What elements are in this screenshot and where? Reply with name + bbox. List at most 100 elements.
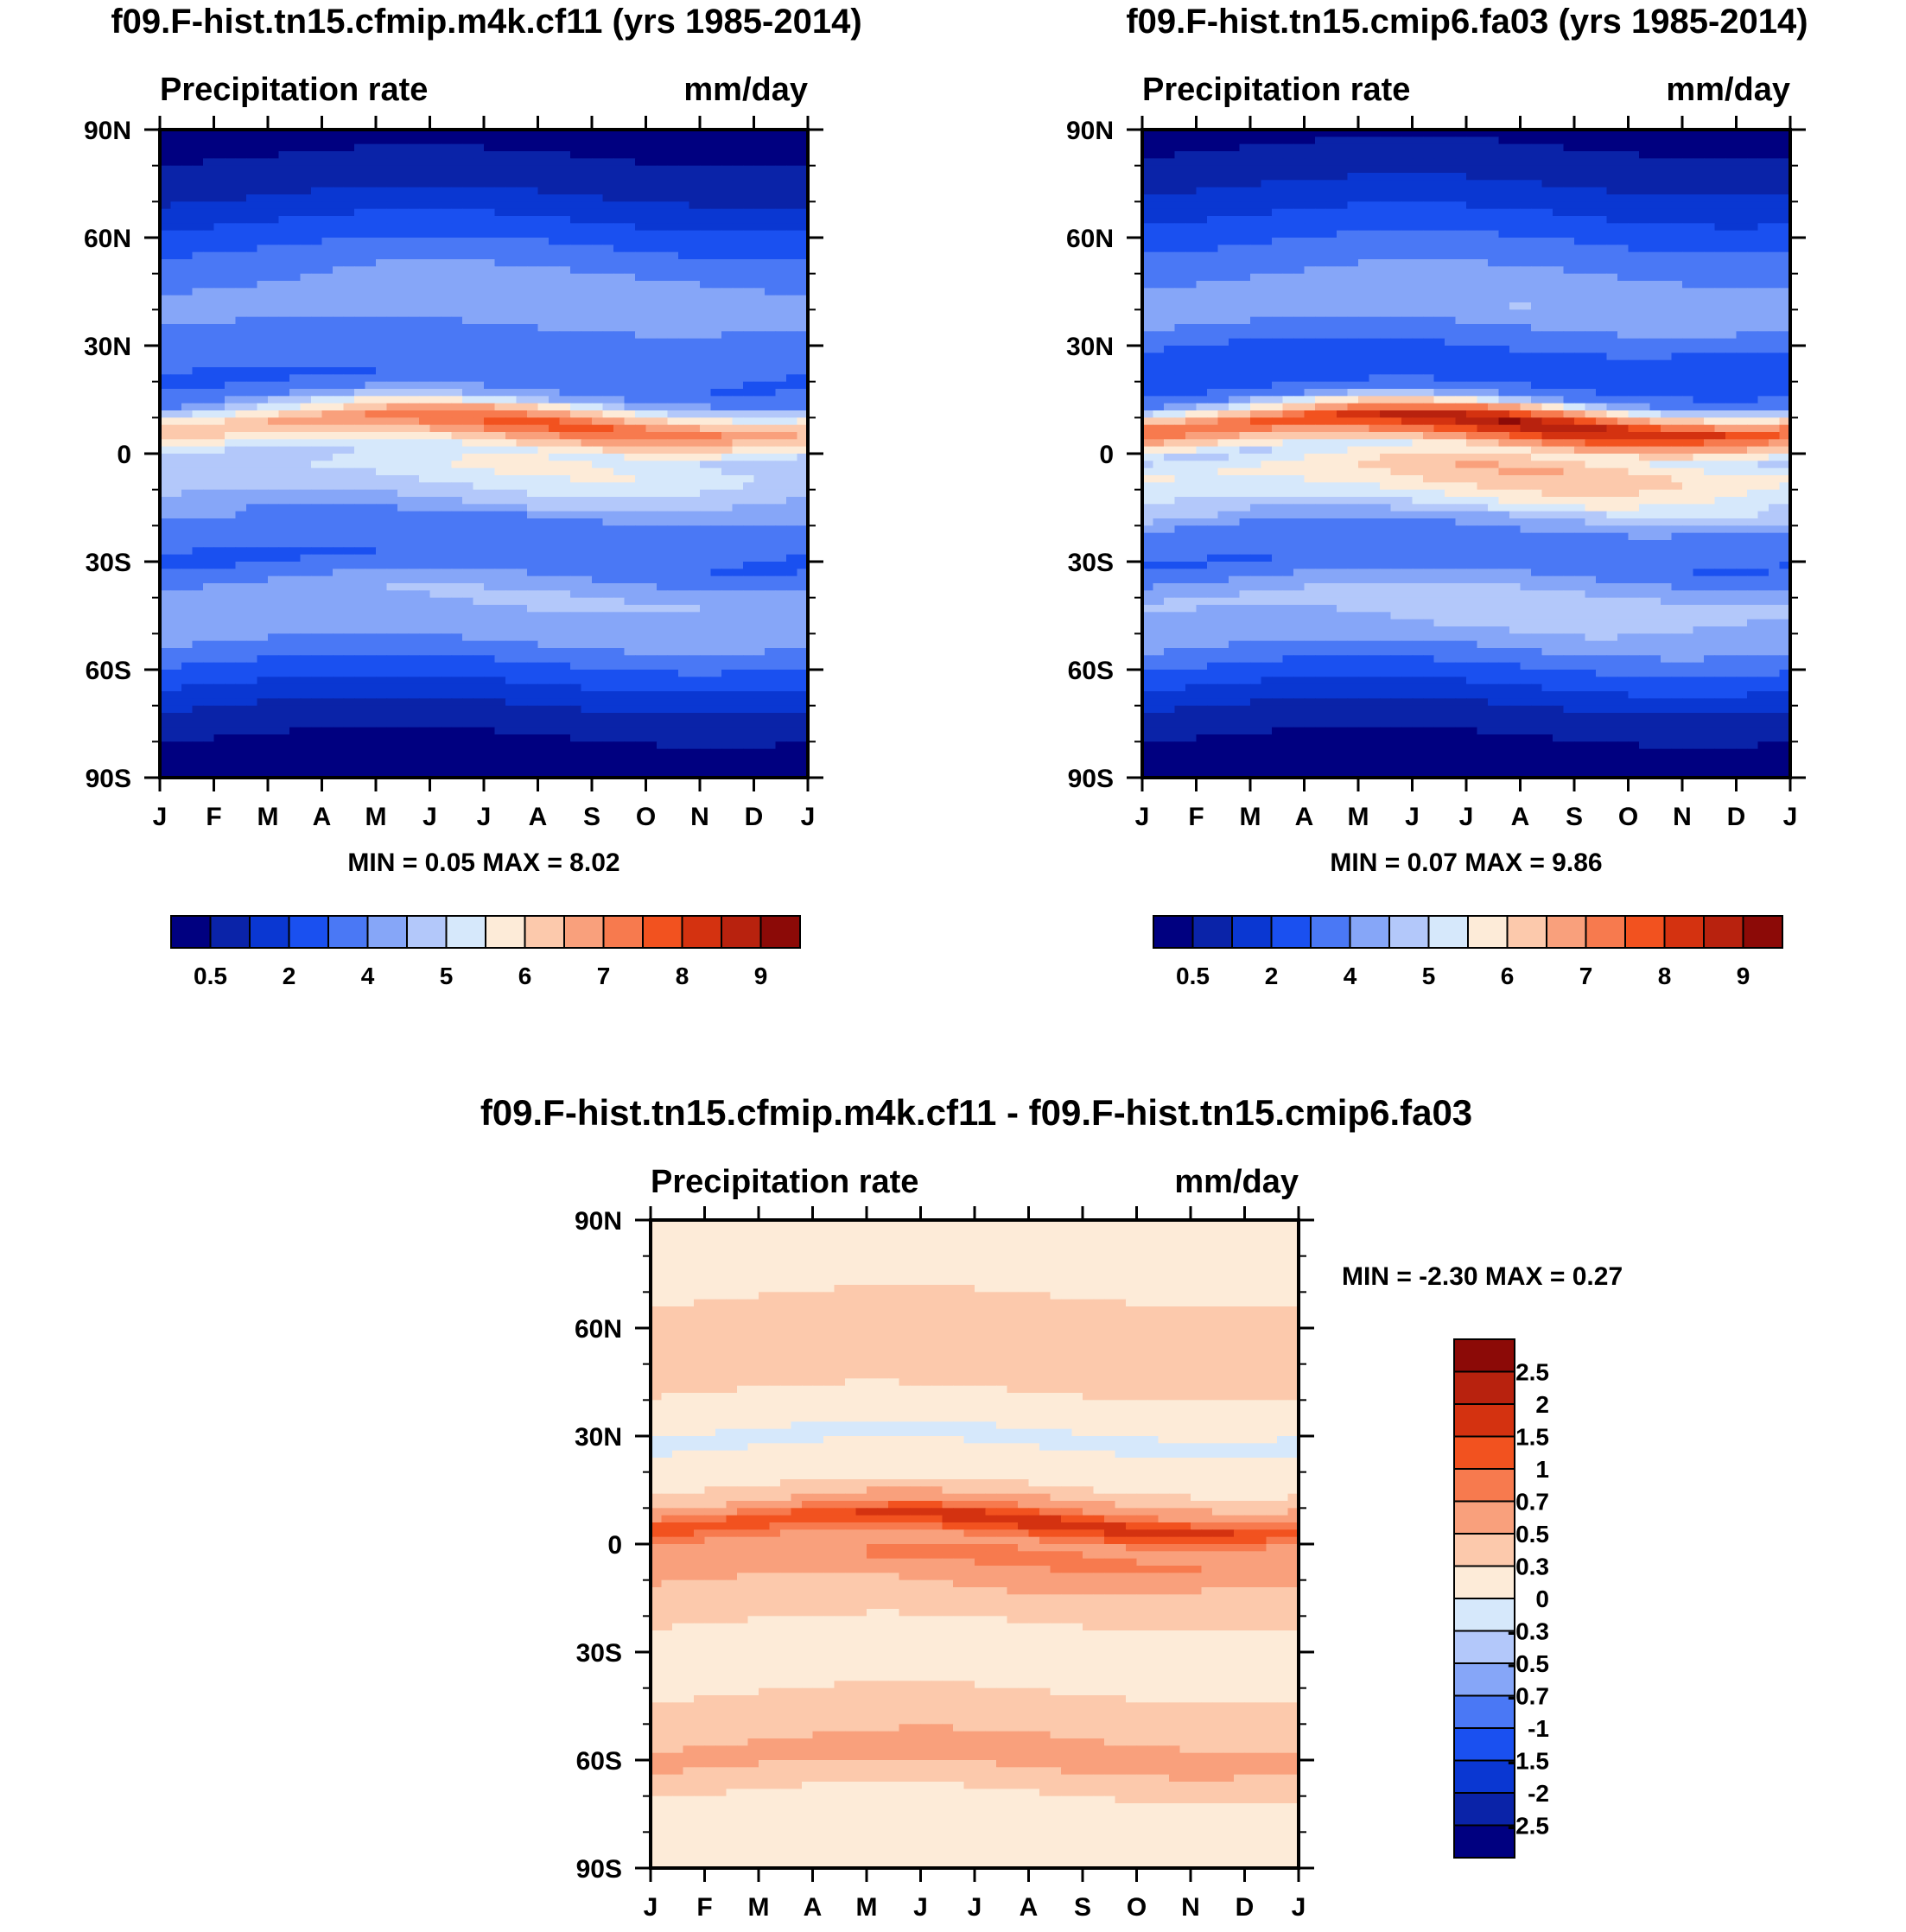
contour-cell [786,331,798,340]
contour-cell [473,338,485,346]
contour-cell [700,223,712,232]
contour-cell [257,475,269,483]
contour-cell [473,266,485,275]
contour-cell [160,461,172,469]
contour-cell [181,518,194,526]
contour-cell [505,187,518,195]
contour-cell [765,569,777,577]
contour-cell [689,316,701,325]
contour-cell [602,396,614,404]
contour-cell [160,504,172,512]
contour-cell [203,216,215,224]
contour-cell [765,532,777,541]
contour-cell [429,424,442,433]
contour-cell [657,266,669,275]
contour-cell [559,518,571,526]
contour-cell [516,130,528,137]
contour-cell [732,381,744,390]
contour-cell [689,208,701,217]
contour-cell [246,230,258,238]
contour-cell [570,180,582,188]
contour-cell [181,720,194,728]
contour-cell [516,677,528,685]
contour-cell [386,670,398,677]
contour-cell [192,677,204,685]
contour-cell [710,619,722,627]
contour-cell [213,482,226,491]
contour-cell [505,705,518,714]
contour-cell [397,626,410,634]
contour-cell [645,238,658,245]
contour-cell [203,640,215,649]
contour-cell [397,151,410,159]
contour-cell [710,439,722,448]
contour-cell [235,288,247,296]
contour-cell [667,137,679,145]
contour-cell [300,511,312,519]
contour-cell [257,633,269,642]
contour-cell [775,504,787,512]
contour-cell [441,381,453,390]
contour-cell [786,648,798,656]
contour-cell [678,353,690,361]
contour-cell [678,158,690,167]
contour-cell [700,713,712,721]
contour-cell [775,569,787,577]
contour-cell [549,432,561,440]
contour-cell [657,403,669,411]
contour-cell [376,554,388,562]
contour-cell [289,273,302,282]
contour-cell [667,396,679,404]
contour-cell [527,482,539,491]
contour-cell [721,640,734,649]
contour-cell [484,216,496,224]
contour-cell [775,518,787,526]
contour-cell [441,720,453,728]
contour-cell [203,569,215,577]
contour-cell [300,633,312,642]
contour-cell [376,640,388,649]
contour-cell [429,467,442,476]
contour-cell [451,475,463,483]
contour-cell [376,432,388,440]
contour-cell [213,295,226,303]
contour-cell [635,583,647,591]
contour-cell [473,720,485,728]
contour-cell [527,569,539,577]
contour-cell [451,511,463,519]
contour-cell [613,432,626,440]
contour-cell [700,381,712,390]
contour-cell [419,683,431,692]
contour-cell [689,677,701,685]
contour-cell [365,461,377,469]
contour-cell [657,130,669,137]
contour-cell [592,424,604,433]
contour-cell [365,504,377,512]
contour-cell [300,259,312,267]
contour-cell [419,554,431,562]
contour-cell [321,216,334,224]
contour-cell [451,626,463,634]
contour-cell [765,389,777,397]
contour-cell [181,461,194,469]
contour-cell [213,439,226,448]
contour-cell [743,201,755,210]
contour-cell [602,540,614,548]
contour-cell [225,424,237,433]
contour-cell [429,201,442,210]
contour-cell [753,359,766,368]
contour-cell [170,281,182,289]
contour-cell [592,216,604,224]
contour-cell [537,158,550,167]
contour-cell [300,467,312,476]
contour-cell [257,525,269,534]
contour-cell [300,424,312,433]
contour-cell [570,137,582,145]
contour-cell [624,547,636,556]
contour-cell [235,410,247,418]
contour-cell [451,389,463,397]
contour-cell [321,143,334,152]
contour-cell [700,698,712,707]
contour-cell [235,143,247,152]
contour-cell [765,525,777,534]
